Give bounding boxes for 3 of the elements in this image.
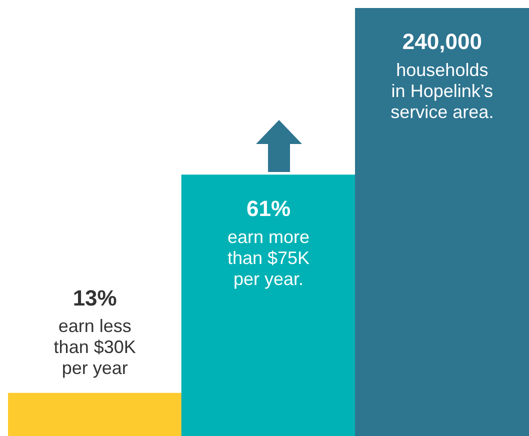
annotation: 240,000 households in Hopelink’s service area. <box>390 29 494 122</box>
annotation: 13% earn less than $30K per year <box>54 285 136 378</box>
annotation: 61% earn more than $75K per year. <box>227 196 310 289</box>
